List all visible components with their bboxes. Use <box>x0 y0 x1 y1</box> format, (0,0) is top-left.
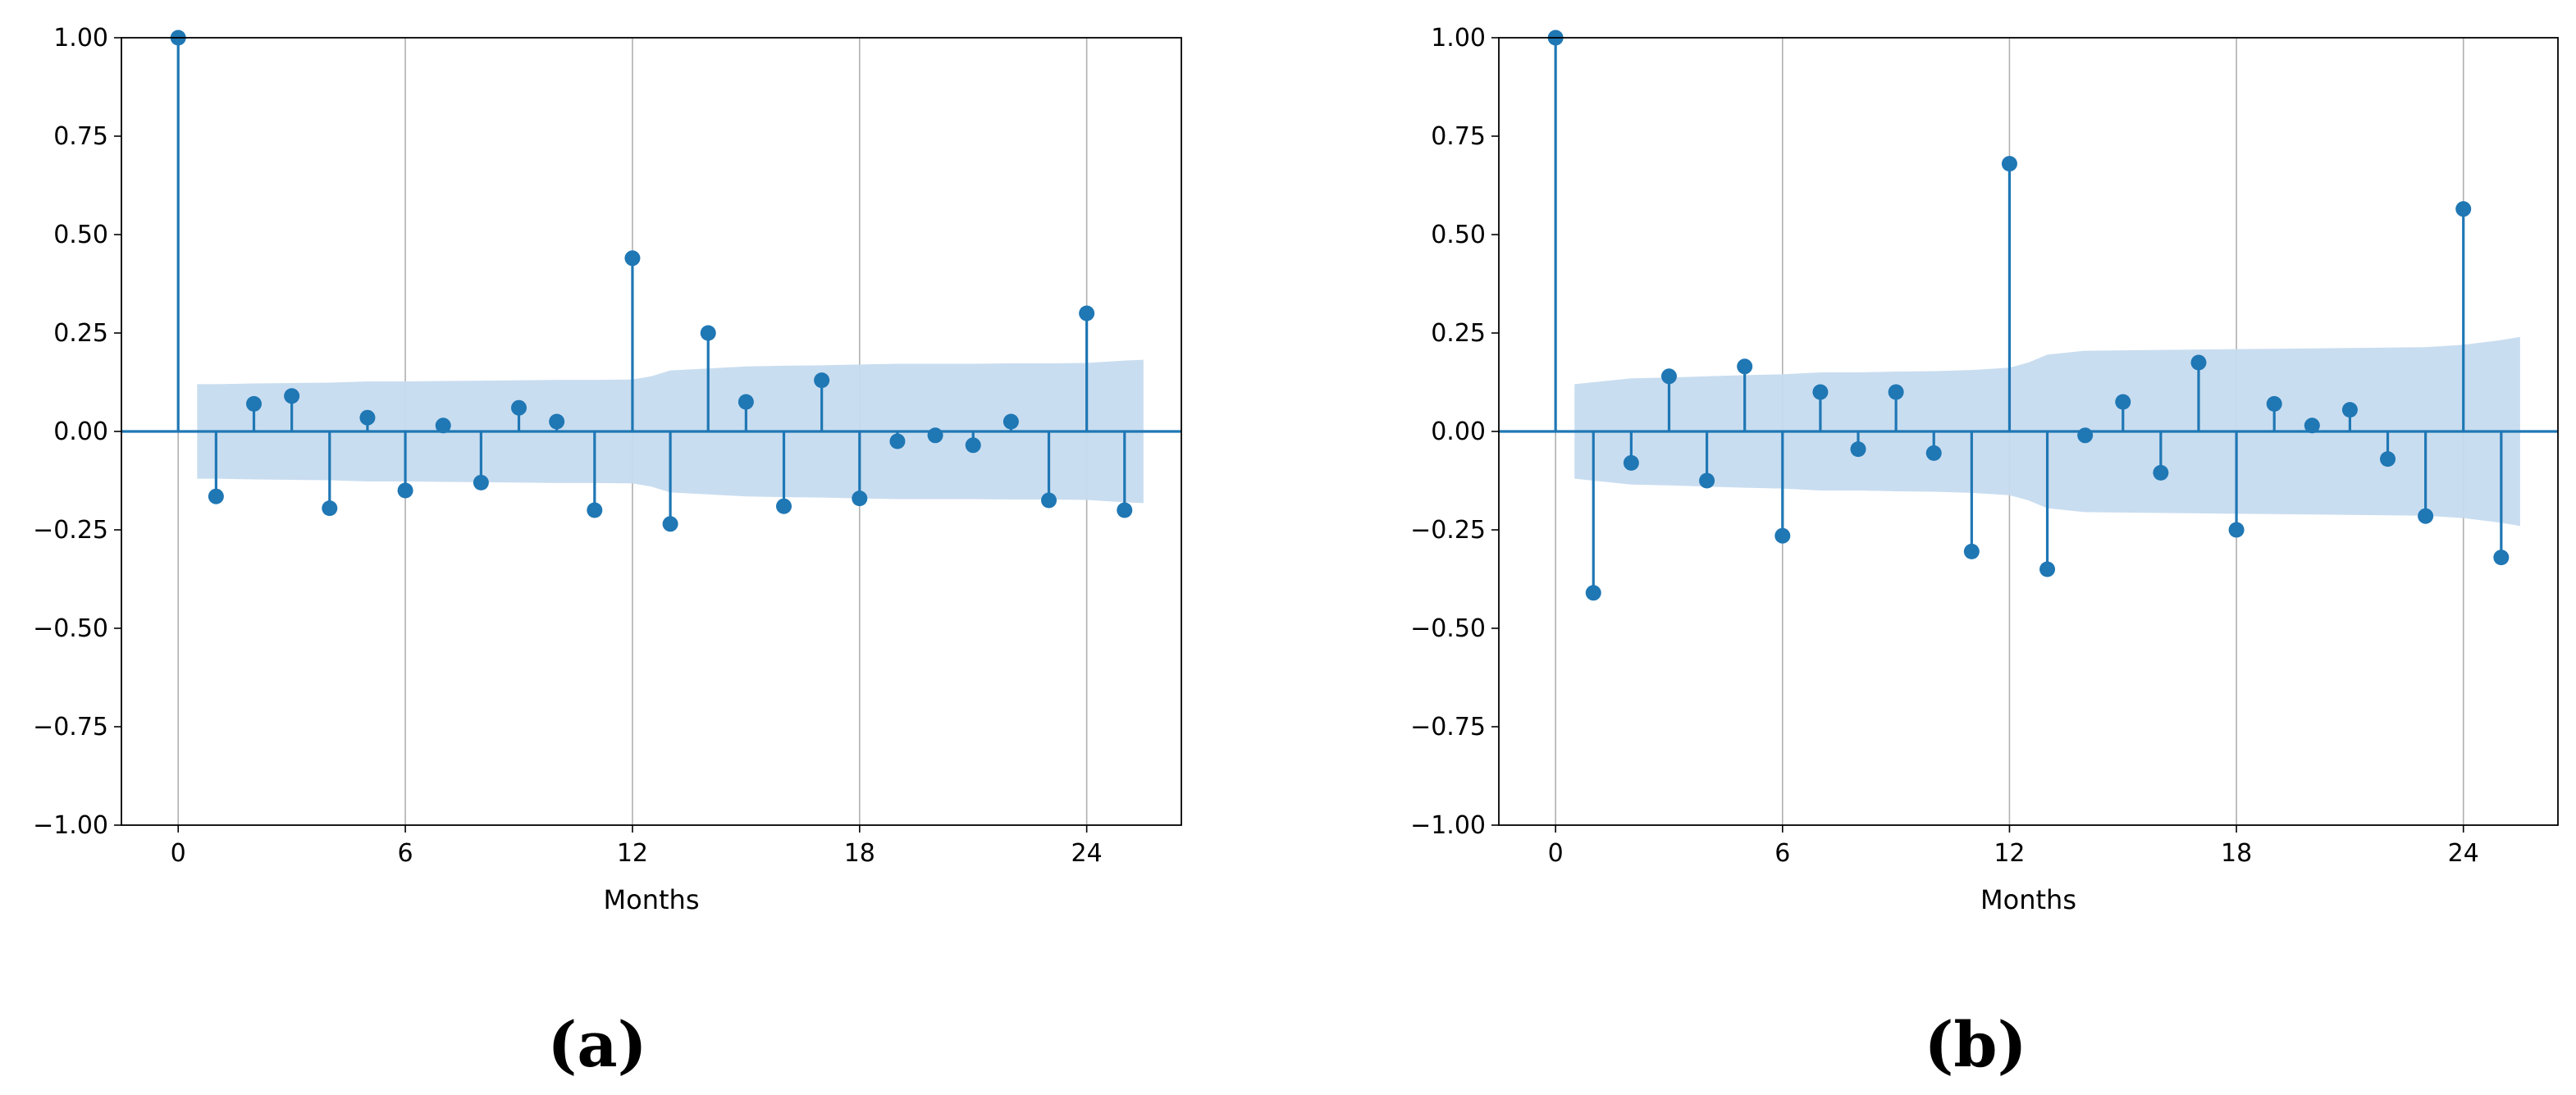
stem-marker <box>1925 445 1942 461</box>
stem-marker <box>965 437 981 454</box>
stem-marker <box>397 482 413 499</box>
stem-marker <box>889 433 906 449</box>
stem-marker <box>700 325 716 341</box>
stem-marker <box>549 413 565 430</box>
y-tick-label: 0.75 <box>1431 122 1486 151</box>
panel-label: (b) <box>1924 1008 2026 1081</box>
stem-marker <box>435 417 451 434</box>
x-axis-label: Months <box>604 884 700 915</box>
stem-marker <box>2455 201 2472 217</box>
x-tick-label: 18 <box>2221 839 2252 868</box>
stem-marker <box>511 399 527 416</box>
panel-label: (a) <box>547 1008 646 1081</box>
acf-panel-a: −1.00 −0.75 −0.50 −0.25 0.00 0.25 0.50 0.75 1.00… <box>33 24 1182 1081</box>
stem-marker <box>1850 441 1866 458</box>
y-tick-label: −0.25 <box>33 516 108 545</box>
y-tick-label: 1.00 <box>1431 24 1486 52</box>
x-tick-label: 12 <box>1994 839 2025 868</box>
stem-marker <box>2228 522 2245 538</box>
stem-marker <box>1699 472 1715 489</box>
stem-marker <box>2493 550 2510 566</box>
stem-marker <box>624 250 641 267</box>
stem-marker <box>359 409 376 426</box>
x-tick-label: 0 <box>171 839 186 868</box>
stem-marker <box>814 372 830 389</box>
y-tick-label: 1.00 <box>53 24 108 52</box>
stem-marker <box>1003 413 1019 430</box>
x-tick-label: 0 <box>1548 839 1564 868</box>
stem-marker <box>2153 464 2169 481</box>
stem-marker <box>1963 543 1980 559</box>
x-tick-label: 24 <box>2448 839 2479 868</box>
stem-marker <box>738 394 754 410</box>
stem-marker <box>2418 508 2434 524</box>
y-tick-label: 0.00 <box>53 417 108 446</box>
stem-marker <box>2304 417 2320 434</box>
stem-marker <box>2077 427 2094 444</box>
y-tick-label: −0.50 <box>1410 614 1486 643</box>
acf-panel-b: −1.00 −0.75 −0.50 −0.25 0.00 0.25 0.50 0.75 1.00… <box>1410 24 2559 1081</box>
y-tick-label: −0.25 <box>1410 516 1486 545</box>
stem-marker <box>246 395 262 412</box>
x-tick-label: 12 <box>617 839 648 868</box>
stem-marker <box>852 490 868 507</box>
y-tick-label: 0.75 <box>53 122 108 151</box>
stem-marker <box>1888 384 1904 400</box>
stem-marker <box>2266 395 2282 412</box>
y-tick-label: 0.50 <box>1431 221 1486 249</box>
stem-marker <box>1774 527 1791 544</box>
y-tick-label: 0.50 <box>53 221 108 249</box>
stem-marker <box>1623 454 1639 471</box>
stem-marker <box>2039 561 2056 577</box>
stem-marker <box>927 427 943 444</box>
y-tick-label: 0.00 <box>1431 417 1486 446</box>
stem-marker <box>208 488 224 504</box>
y-tick-label: 0.25 <box>1431 319 1486 348</box>
y-tick-label: −0.75 <box>33 713 108 741</box>
stem-marker <box>1041 492 1057 509</box>
stem-marker <box>2190 354 2207 371</box>
stem-marker <box>1117 502 1133 518</box>
x-tick-label: 24 <box>1071 839 1103 868</box>
x-tick-label: 18 <box>844 839 875 868</box>
y-tick-label: 0.25 <box>53 319 108 348</box>
stem-marker <box>2380 451 2396 468</box>
stem-marker <box>2341 402 2358 418</box>
stem-marker <box>473 474 489 490</box>
stem-marker <box>1079 305 1095 322</box>
x-tick-label: 6 <box>398 839 413 868</box>
stem-marker <box>662 516 678 532</box>
stem-marker <box>322 500 338 517</box>
stem-marker <box>2115 394 2131 410</box>
stem-marker <box>776 498 792 514</box>
y-tick-label: −1.00 <box>1410 811 1486 840</box>
stem-marker <box>1585 585 1601 601</box>
stem-marker <box>2001 156 2017 172</box>
y-tick-label: −1.00 <box>33 811 108 840</box>
stem-marker <box>587 502 603 518</box>
stem-marker <box>1812 384 1829 400</box>
x-tick-label: 6 <box>1774 839 1790 868</box>
stem-marker <box>1660 368 1677 385</box>
stem-marker <box>284 388 300 404</box>
x-axis-label: Months <box>1980 884 2076 915</box>
y-tick-label: −0.50 <box>33 614 108 643</box>
y-tick-label: −0.75 <box>1410 713 1486 741</box>
stem-marker <box>1737 358 1753 375</box>
